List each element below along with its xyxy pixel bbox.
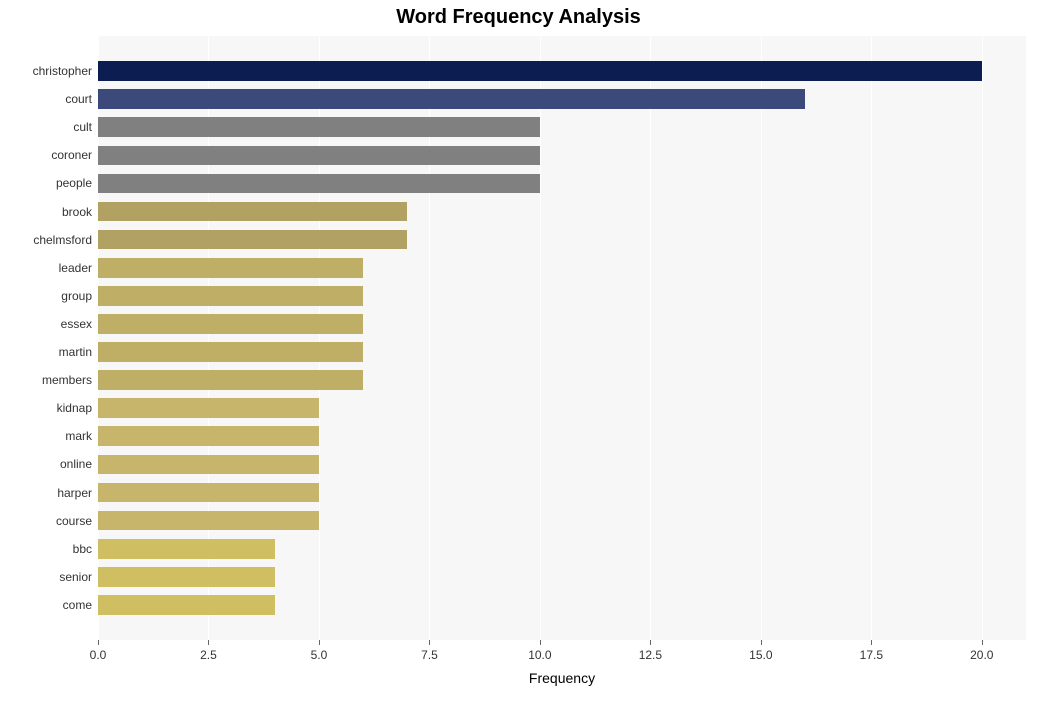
x-tick-mark [761, 640, 762, 645]
plot-area [98, 36, 1026, 640]
x-tick-label: 10.0 [528, 648, 551, 662]
y-tick-label: mark [65, 429, 92, 443]
x-tick-label: 17.5 [860, 648, 883, 662]
y-tick-label: online [60, 457, 92, 471]
y-tick-label: brook [62, 205, 92, 219]
y-tick-label: harper [57, 486, 92, 500]
x-tick-mark [982, 640, 983, 645]
x-tick-mark [871, 640, 872, 645]
bar [98, 398, 319, 418]
bar [98, 89, 805, 109]
y-tick-label: chelmsford [33, 233, 92, 247]
bar [98, 286, 363, 306]
y-tick-label: christopher [33, 64, 92, 78]
bar [98, 511, 319, 531]
y-tick-label: course [56, 514, 92, 528]
bar [98, 426, 319, 446]
gridline [761, 36, 762, 640]
gridline [540, 36, 541, 640]
bar [98, 370, 363, 390]
y-tick-label: cult [73, 120, 92, 134]
gridline [871, 36, 872, 640]
x-tick-label: 15.0 [749, 648, 772, 662]
bar [98, 539, 275, 559]
x-axis-label: Frequency [529, 670, 595, 686]
y-tick-label: group [61, 289, 92, 303]
y-tick-label: people [56, 176, 92, 190]
bar [98, 342, 363, 362]
x-tick-label: 20.0 [970, 648, 993, 662]
y-tick-label: court [65, 92, 92, 106]
bar [98, 314, 363, 334]
bar [98, 455, 319, 475]
y-tick-label: essex [61, 317, 92, 331]
x-tick-mark [208, 640, 209, 645]
bar [98, 595, 275, 615]
bar [98, 174, 540, 194]
x-tick-label: 12.5 [639, 648, 662, 662]
y-tick-label: kidnap [57, 401, 92, 415]
bar [98, 230, 407, 250]
x-tick-mark [319, 640, 320, 645]
chart-title: Word Frequency Analysis [0, 0, 1037, 29]
bar [98, 117, 540, 137]
x-tick-mark [429, 640, 430, 645]
x-tick-mark [650, 640, 651, 645]
y-tick-label: senior [59, 570, 92, 584]
y-tick-label: martin [59, 345, 92, 359]
x-tick-mark [540, 640, 541, 645]
bar [98, 202, 407, 222]
gridline [650, 36, 651, 640]
y-tick-label: members [42, 373, 92, 387]
gridline [982, 36, 983, 640]
bar [98, 258, 363, 278]
bar [98, 146, 540, 166]
y-tick-label: bbc [73, 542, 92, 556]
y-tick-label: leader [59, 261, 92, 275]
x-tick-label: 0.0 [90, 648, 107, 662]
x-tick-label: 5.0 [311, 648, 328, 662]
x-tick-label: 7.5 [421, 648, 438, 662]
x-tick-mark [98, 640, 99, 645]
bar [98, 61, 982, 81]
y-tick-label: come [63, 598, 92, 612]
bar [98, 483, 319, 503]
y-tick-label: coroner [51, 148, 92, 162]
x-tick-label: 2.5 [200, 648, 217, 662]
chart-container: Word Frequency Analysis Frequency 0.0 2.5… [0, 0, 1037, 701]
bar [98, 567, 275, 587]
